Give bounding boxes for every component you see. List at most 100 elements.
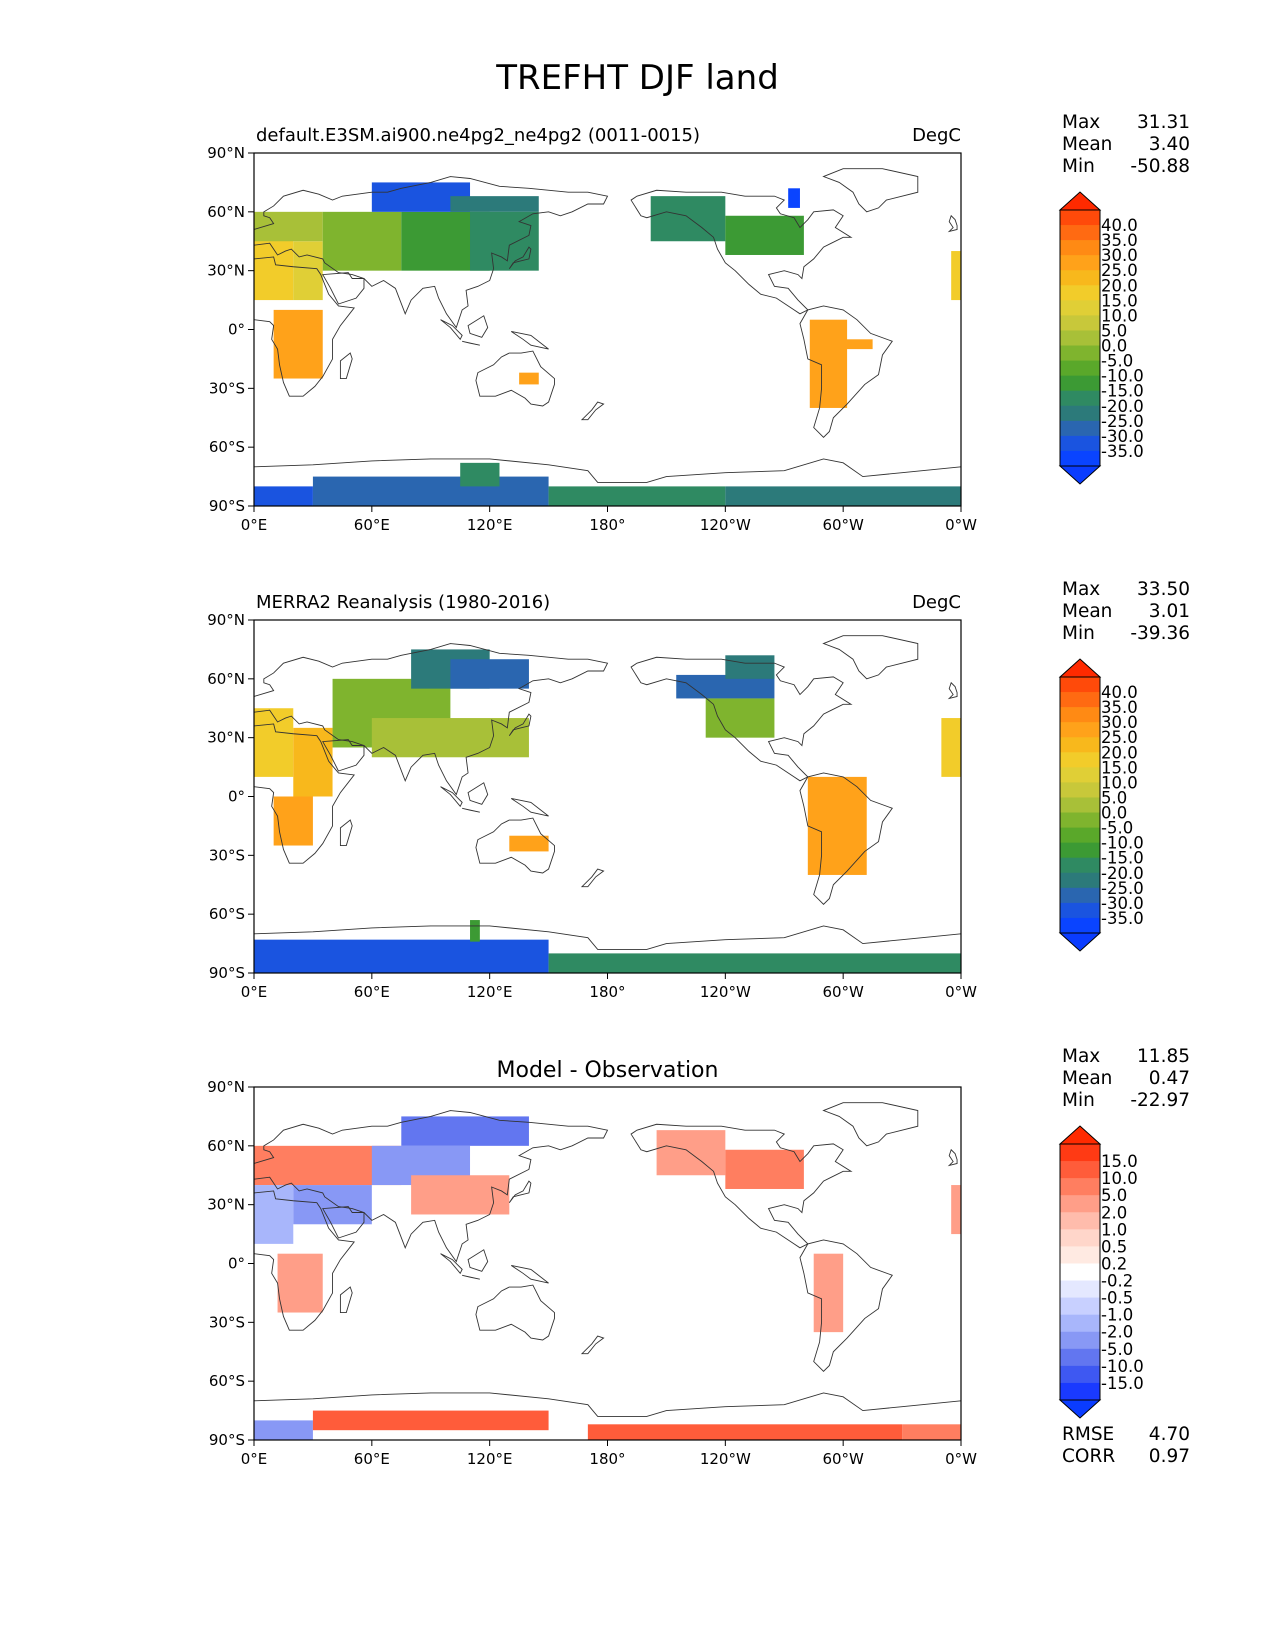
- corr-label: CORR: [1062, 1446, 1116, 1467]
- colorbar-label: 40.0: [1101, 216, 1138, 235]
- data-cell: [725, 1149, 804, 1189]
- data-cell: [548, 486, 726, 506]
- data-cell: [809, 319, 848, 408]
- colorbar-swatch: [1060, 390, 1100, 407]
- data-cell: [277, 1253, 323, 1313]
- colorbar-swatch: [1060, 405, 1100, 422]
- coastline: [254, 1392, 961, 1440]
- lon-tick-label: 120°E: [467, 1450, 513, 1468]
- data-cell: [293, 727, 333, 797]
- lat-tick-label: 60°S: [209, 1372, 245, 1390]
- colorbar-label: -20.0: [1101, 397, 1144, 416]
- data-cell: [725, 215, 804, 255]
- data-cell: [470, 211, 539, 271]
- data-cell: [254, 1420, 313, 1440]
- coastlines: [254, 168, 961, 506]
- data-cell: [254, 939, 549, 973]
- lon-tick-label: 60°W: [822, 983, 864, 1001]
- coastlines: [254, 1102, 961, 1440]
- coastline: [254, 256, 356, 397]
- map-area: [254, 153, 961, 506]
- colorbar-swatch: [1060, 1297, 1100, 1316]
- lat-tick-label: 30°S: [209, 379, 245, 397]
- colorbar-label: 0.0: [1101, 337, 1127, 356]
- colorbar-label: 2.0: [1101, 1203, 1127, 1222]
- colorbar-swatch: [1060, 872, 1100, 889]
- colorbar-swatch: [1060, 285, 1100, 301]
- lon-tick-label: 120°W: [700, 1450, 751, 1468]
- lon-tick-label: 60°E: [354, 983, 390, 1001]
- colorbar-label: 0.2: [1101, 1254, 1127, 1273]
- colorbar-swatch: [1060, 887, 1100, 904]
- colorbar-label: -35.0: [1101, 909, 1144, 928]
- colorbar-under-arrow: [1058, 465, 1102, 485]
- corr-value: 0.97: [1148, 1446, 1190, 1467]
- colorbar-label: 10.0: [1101, 1169, 1138, 1188]
- lon-tick-label: 120°E: [467, 983, 513, 1001]
- stats-diff: Max 11.85 Mean 0.47 Min -22.97: [1062, 1046, 1190, 1112]
- colorbar-swatch: [1060, 360, 1100, 377]
- coastline: [467, 1249, 489, 1272]
- lat-tick-label: 60°S: [209, 438, 245, 456]
- colorbar-under-arrow: [1058, 932, 1102, 952]
- colorbar-label: -5.0: [1101, 819, 1133, 838]
- coastline: [462, 340, 480, 346]
- coastlines: [254, 635, 961, 973]
- stat-mean-label: Mean: [1062, 134, 1113, 155]
- data-cell: [813, 1253, 844, 1333]
- colorbar-swatch: [1060, 1382, 1100, 1401]
- coastline: [254, 925, 961, 973]
- lat-tick-label: 90°N: [207, 144, 245, 162]
- colorbar-swatch: [1060, 210, 1100, 226]
- coastline: [511, 1265, 549, 1284]
- lat-tick-label: 90°S: [209, 1431, 245, 1449]
- coastline: [947, 1148, 958, 1167]
- coastline: [467, 315, 489, 338]
- colorbar-swatch: [1060, 677, 1100, 693]
- colorbar-swatch: [1060, 375, 1100, 392]
- lat-tick-label: 30°N: [207, 1196, 245, 1214]
- data-cell: [273, 309, 323, 379]
- stat-min-label: Min: [1062, 623, 1095, 644]
- lat-tick-label: 90°S: [209, 497, 245, 515]
- coastline: [475, 350, 555, 407]
- coastline: [462, 807, 480, 813]
- coastline: [580, 868, 605, 888]
- lat-tick-label: 60°N: [207, 203, 245, 221]
- coastline: [580, 1335, 605, 1355]
- panel-title-left: default.E3SM.ai900.ne4pg2_ne4pg2 (0011-0…: [256, 125, 700, 146]
- data-cell: [951, 251, 961, 301]
- colorbar-label: 20.0: [1101, 276, 1138, 295]
- lat-tick-label: 0°: [228, 788, 245, 806]
- data-cell: [509, 835, 549, 852]
- colorbar-swatch: [1060, 812, 1100, 829]
- coastline: [339, 1286, 353, 1313]
- colorbar-frame: [1059, 209, 1101, 467]
- colorbar-swatch: [1060, 1331, 1100, 1350]
- colorbar-label: -15.0: [1101, 382, 1144, 401]
- stat-min-value: -22.97: [1130, 1090, 1190, 1111]
- colorbar-label: 25.0: [1101, 261, 1138, 280]
- lat-tick-label: 30°N: [207, 262, 245, 280]
- data-cell: [656, 1130, 726, 1176]
- lat-tick-label: 90°S: [209, 964, 245, 982]
- colorbar-label: 30.0: [1101, 713, 1138, 732]
- figure-title: TREFHT DJF land: [496, 58, 779, 98]
- coastline: [630, 1123, 853, 1249]
- coastline: [947, 214, 958, 233]
- colorbar-swatch: [1060, 1348, 1100, 1367]
- colorbar-label: -10.0: [1101, 367, 1144, 386]
- colorbar-swatch: [1060, 1229, 1100, 1247]
- colorbar-model: 40.035.030.025.020.015.010.05.00.0-5.0-1…: [1058, 191, 1144, 485]
- stats-model: Max 31.31 Mean 3.40 Min -50.88: [1062, 112, 1190, 178]
- coastline: [254, 1190, 356, 1331]
- colorbar-label: -15.0: [1101, 1374, 1144, 1393]
- stat-mean-value: 0.47: [1148, 1068, 1190, 1089]
- coastline: [822, 635, 919, 680]
- coastline: [254, 643, 609, 796]
- data-cell: [807, 776, 867, 875]
- colorbar-swatch: [1060, 240, 1100, 256]
- data-cell: [450, 196, 539, 212]
- lon-tick-label: 180°: [589, 516, 625, 534]
- data-cell: [254, 486, 313, 506]
